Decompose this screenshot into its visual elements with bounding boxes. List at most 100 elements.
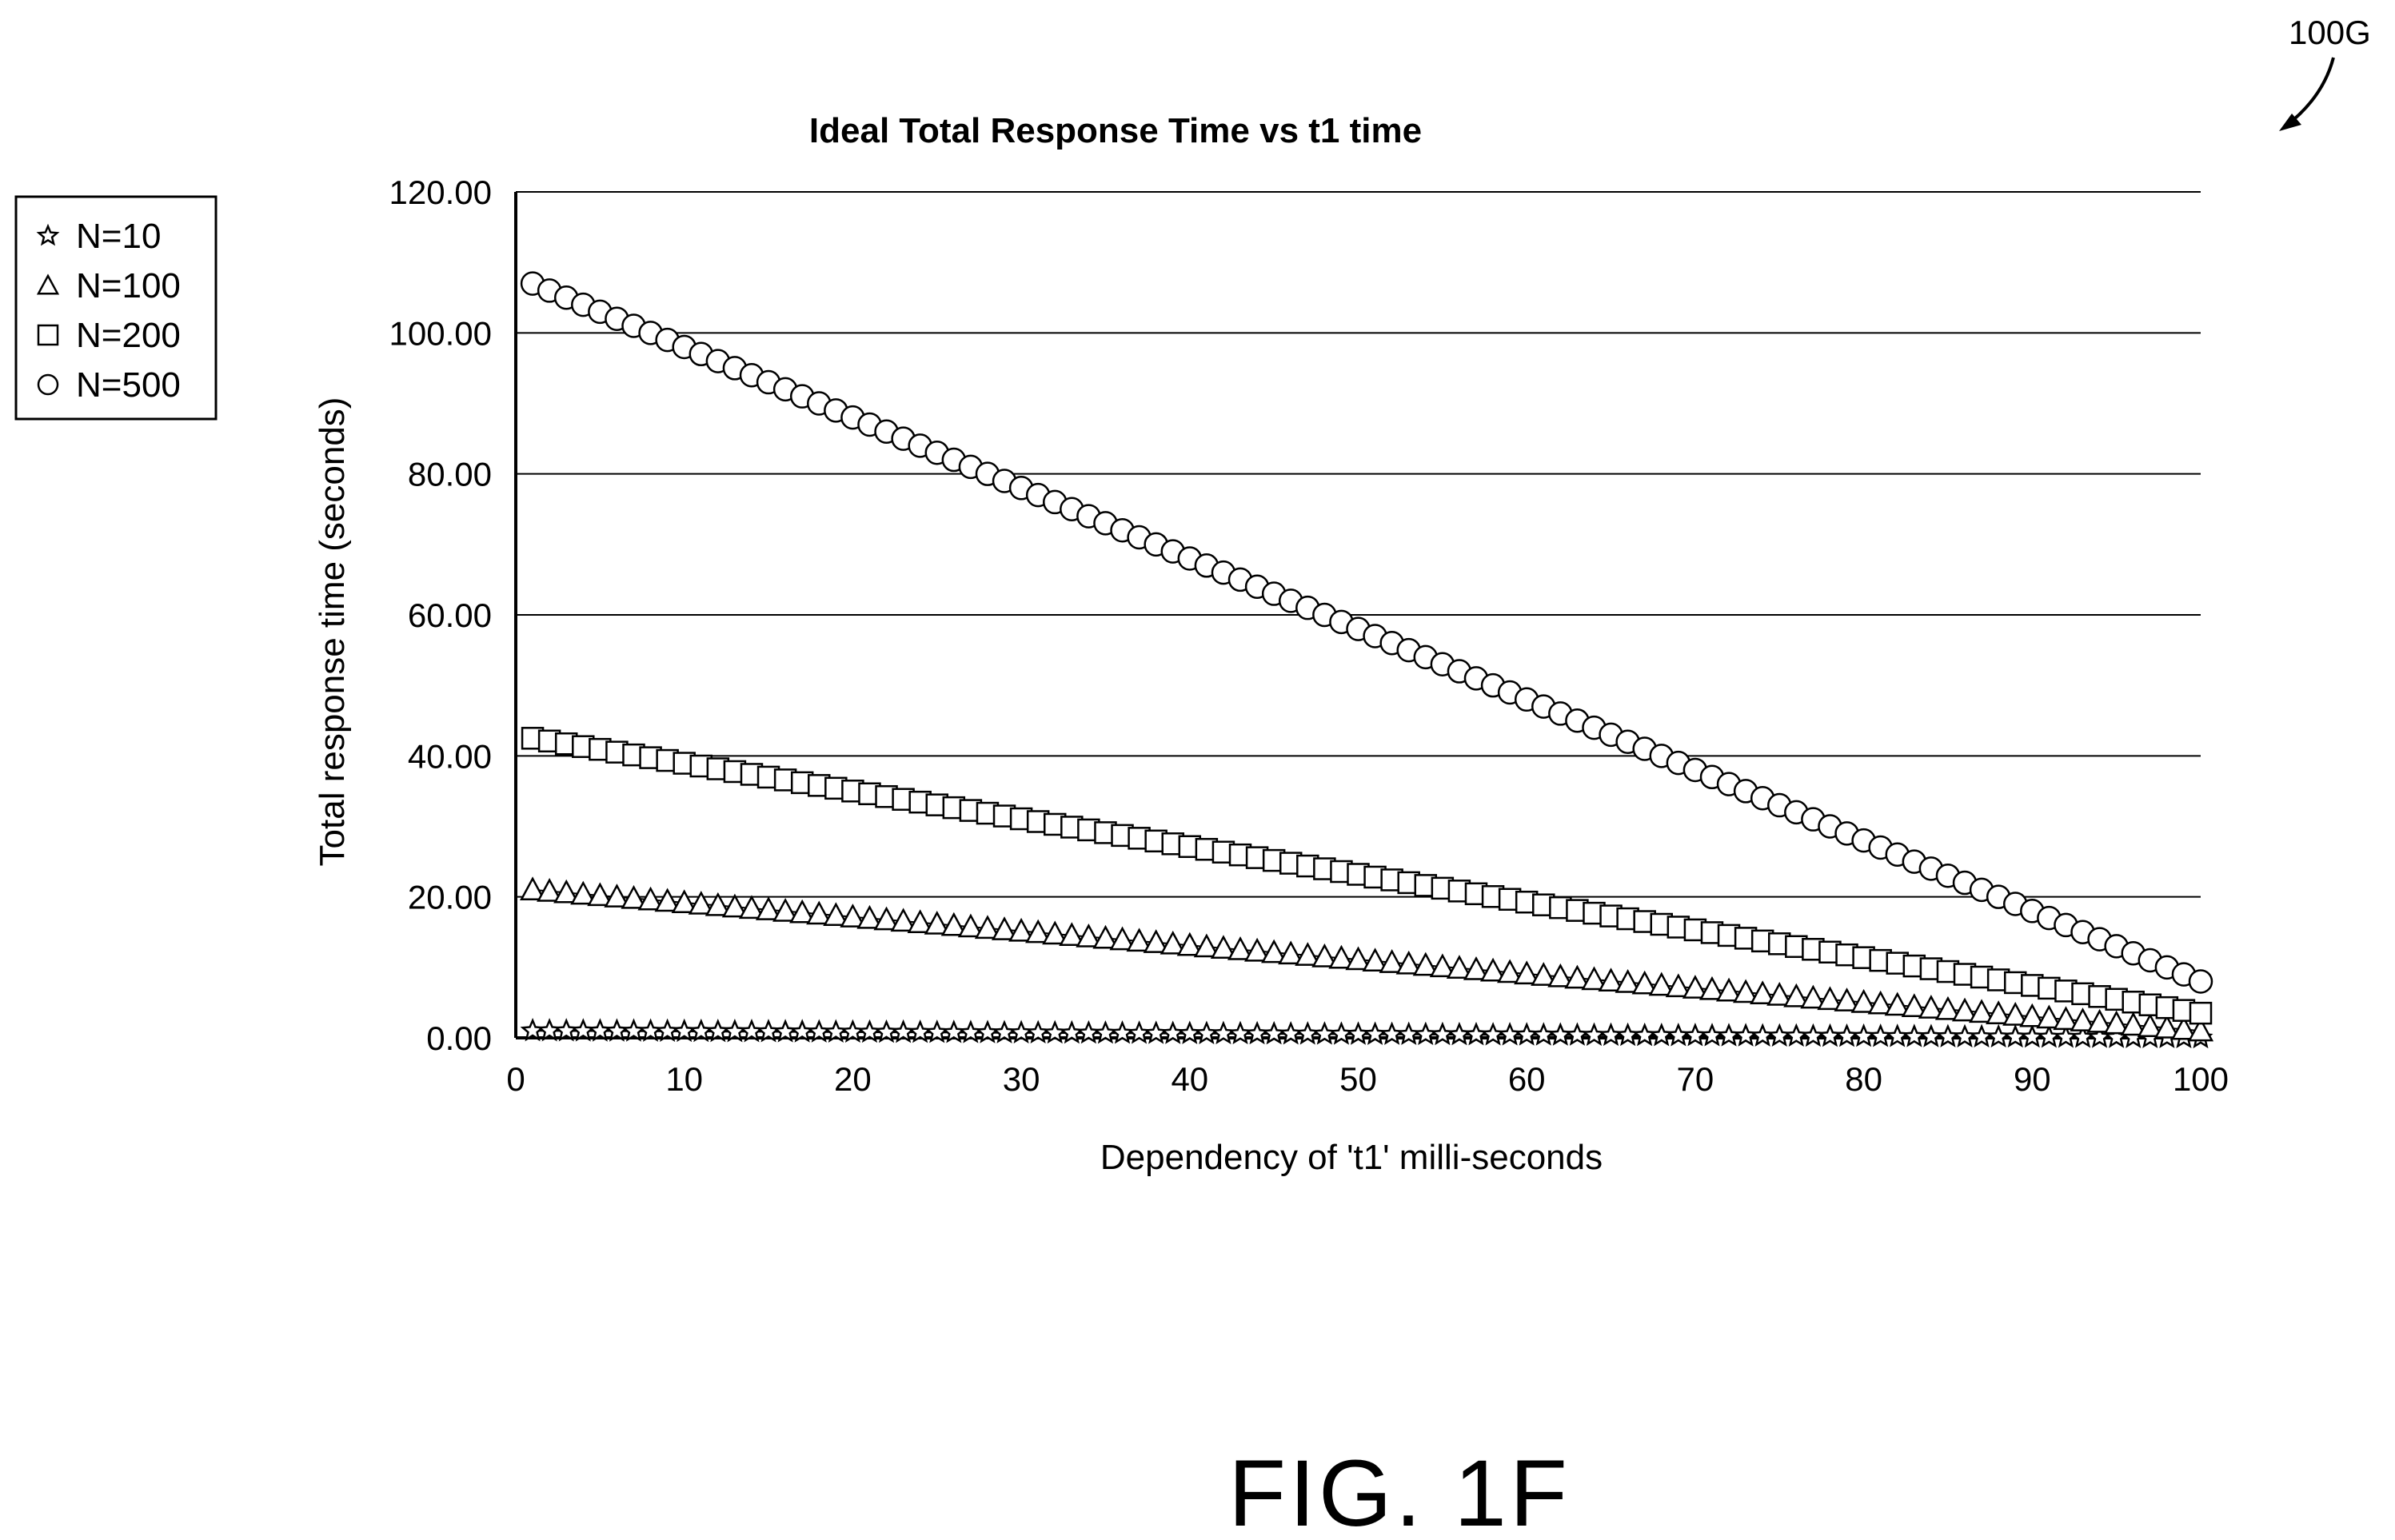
data-point-star [1615,1022,1641,1047]
data-point-square [2189,1001,2213,1025]
data-point-star [1783,1023,1809,1047]
data-point-star [1682,1023,1708,1047]
data-point-star [1430,1021,1455,1046]
legend-marker-circle [37,373,59,396]
data-point-triangle [890,908,916,932]
data-point-triangle [1648,971,1675,996]
x-tick-label: 70 [1677,1060,1714,1098]
data-point-triangle [1750,980,1776,1005]
legend-label: N=10 [76,217,161,256]
data-point-triangle [991,916,1018,940]
x-tick-label: 100 [2173,1060,2229,1098]
reference-arrowhead-icon [2279,114,2301,131]
data-point-triangle [2053,1006,2079,1031]
data-point-circle [2188,969,2213,994]
data-point-triangle [2019,1003,2046,1027]
data-point-triangle [738,895,765,920]
data-point-star [2002,1023,2028,1048]
y-axis-ticks: 0.00 20.00 40.00 60.00 80.00 100.00 120.00 [389,174,492,1057]
data-point-star [1363,1021,1388,1045]
data-point-triangle [755,896,782,920]
y-tick-label: 100.00 [389,314,492,352]
data-point-triangle [1867,990,1894,1015]
data-point-triangle [705,892,731,916]
data-point-star [1851,1023,1877,1047]
data-point-triangle [570,880,597,905]
data-point-star [1261,1020,1287,1045]
data-point-triangle [1362,948,1388,972]
data-point-triangle [1261,939,1287,963]
data-point-triangle [1328,944,1355,969]
data-point-triangle [519,876,546,900]
series-triangle [519,876,2214,1042]
y-tick-label: 60.00 [408,596,492,634]
data-point-triangle [537,878,563,902]
data-point-triangle [1025,919,1052,944]
data-point-triangle [1497,959,1523,983]
data-point-star [2019,1023,2045,1048]
data-point-star [1918,1023,1944,1047]
data-point-triangle [1109,926,1136,951]
data-point-triangle [1193,933,1219,958]
data-series [519,271,2214,1049]
data-point-star [1885,1023,1910,1047]
x-tick-label: 50 [1339,1060,1377,1098]
data-point-triangle [1800,984,1826,1009]
series-star [520,1017,2213,1049]
data-point-triangle [840,904,866,928]
data-point-triangle [587,882,613,907]
y-tick-label: 40.00 [408,737,492,775]
data-point-triangle [1278,940,1304,965]
data-point-triangle [1379,949,1405,973]
series-line [533,888,2201,1032]
grid-lines [516,191,2201,898]
chart-title: Ideal Total Response Time vs t1 time [809,111,1422,150]
data-point-triangle [823,902,849,927]
data-point-star [1346,1021,1371,1045]
data-point-triangle [553,879,580,904]
data-point-triangle [940,912,967,936]
data-point-triangle [2154,1014,2180,1039]
legend-marker-square [37,324,59,346]
data-point-triangle [1479,957,1507,982]
data-point-triangle [1547,963,1574,987]
data-point-triangle [1986,1000,2012,1024]
data-point-star [1632,1022,1658,1047]
data-point-star [1311,1021,1337,1045]
data-point-triangle [1243,937,1271,962]
data-point-triangle [1227,936,1254,960]
data-point-star [1480,1022,1506,1046]
data-point-triangle [873,906,900,931]
x-axis-ticks: 0 10 20 30 40 50 60 70 80 90 100 [506,1060,2229,1098]
data-point-triangle [1412,952,1439,976]
data-point-triangle [1698,975,1726,1000]
data-point-triangle [1665,973,1691,998]
data-point-triangle [2036,1004,2062,1029]
y-tick-label: 0.00 [426,1019,492,1057]
data-point-star [1834,1023,1860,1047]
data-point-star [1952,1023,1978,1047]
data-point-triangle [637,886,664,911]
data-point-triangle [2002,1001,2029,1026]
data-point-star [1649,1022,1675,1047]
x-tick-label: 80 [1845,1060,1882,1098]
data-point-star [1379,1021,1405,1045]
data-point-triangle [1176,932,1203,956]
data-point-triangle [1531,962,1557,986]
data-point-triangle [1733,979,1759,1003]
data-point-triangle [1160,930,1186,955]
data-point-star [1497,1022,1523,1046]
data-point-triangle [806,900,832,925]
data-point-triangle [1682,975,1708,999]
y-tick-label: 120.00 [389,174,492,211]
data-point-triangle [1564,964,1591,989]
data-point-triangle [1783,983,1810,1007]
series-square [521,727,2213,1025]
data-point-star [1969,1023,1994,1048]
data-point-triangle [2137,1013,2163,1037]
data-point-triangle [1446,955,1473,979]
data-point-triangle [1834,987,1860,1011]
data-point-star [1514,1022,1539,1046]
data-point-triangle [1463,956,1490,980]
